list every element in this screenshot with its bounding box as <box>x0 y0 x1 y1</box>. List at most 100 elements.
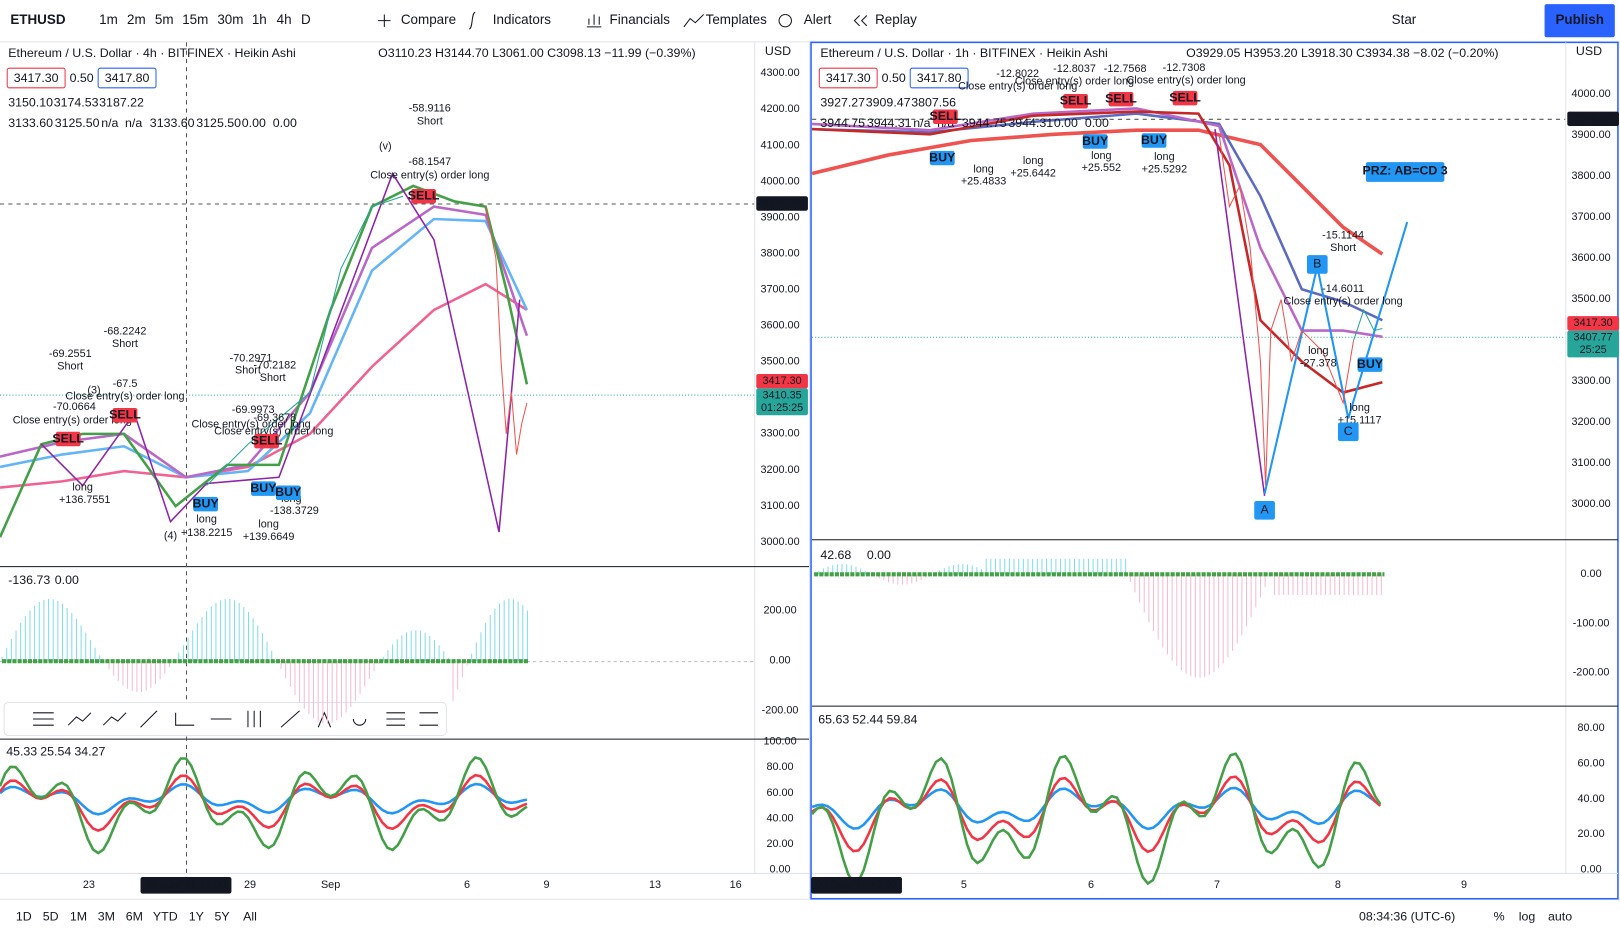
toolbar-icon <box>378 14 391 27</box>
price-tick: 3900.00 <box>1571 129 1610 141</box>
range-button: 1M <box>70 910 87 924</box>
indicator-value: n/a <box>125 116 142 130</box>
crosshair-time-bg <box>140 877 232 894</box>
interval: 5m <box>155 12 174 27</box>
pane-title: Ethereum / U.S. Dollar · 4h · BITFINEX ·… <box>8 46 295 60</box>
prz-label: PRZ: AB=CD 3 <box>1363 164 1448 178</box>
interval: 30m <box>217 12 243 27</box>
marker-bg <box>1172 90 1198 106</box>
rsi-line <box>811 786 1381 831</box>
currency-badge: USD <box>1576 44 1602 58</box>
rsi-tick: 80.00 <box>1578 722 1605 734</box>
interval: 15m <box>182 12 208 27</box>
countdown: 25:25 <box>1580 344 1607 356</box>
rsi-line <box>0 782 528 816</box>
price-tick: 3700.00 <box>760 284 799 296</box>
annotation: -68.1547 <box>408 156 451 168</box>
price-tick: 3300.00 <box>1571 375 1610 387</box>
time-label: 6 <box>1088 879 1094 891</box>
marker-bg <box>1063 94 1088 109</box>
indicator-value: n/a <box>101 116 118 130</box>
price-tick: 3300.00 <box>760 428 799 440</box>
marker-bg <box>932 109 958 124</box>
price-tick: 4300.00 <box>760 67 799 79</box>
rsi-value: 34.27 <box>74 744 105 758</box>
annotation: -70.2182 <box>253 360 296 372</box>
right-candles <box>1218 134 1383 486</box>
time-label: 16 <box>730 879 742 891</box>
price-tick: 3500.00 <box>760 356 799 368</box>
rsi-tick: 100.00 <box>763 736 796 748</box>
auto-toggle: auto <box>1548 910 1572 924</box>
price-label <box>756 373 808 389</box>
annotation: (3) <box>87 384 100 396</box>
marker-bg <box>55 431 81 447</box>
marker-bg <box>411 189 436 204</box>
rsi-value: 45.33 <box>6 744 37 758</box>
price-tick: 3800.00 <box>1571 170 1610 182</box>
price-value: 3417.30 <box>1574 317 1613 329</box>
annotation: long <box>1154 151 1174 163</box>
annotation: Close entry(s) order long <box>1015 75 1134 87</box>
indicator-value: 0.00 <box>1085 116 1109 130</box>
percent-toggle: % <box>1494 910 1505 924</box>
price-value: 3417.30 <box>763 375 802 387</box>
range-button: All <box>243 910 257 924</box>
annotation: Close entry(s) order long <box>370 169 489 181</box>
annotation: -14.6011 <box>1322 283 1364 295</box>
time-label: Sep <box>321 879 340 891</box>
ma-value: 3909.47 <box>866 96 911 110</box>
price-tick: 4100.00 <box>760 139 799 151</box>
last-line-value: 3940.92 <box>763 197 802 209</box>
indicator-value: 3125.50 <box>55 116 100 130</box>
range-button: 3M <box>98 910 115 924</box>
marker: BUY <box>1141 133 1168 147</box>
annotation: -67.5 <box>113 378 138 390</box>
marker-bg <box>1141 133 1167 148</box>
pattern-point: A <box>1260 503 1269 517</box>
annotation: long <box>1308 345 1328 357</box>
time-label: 5 <box>961 879 967 891</box>
rsi-tick: 0.00 <box>769 864 790 876</box>
ma-value: 3174.53 <box>54 96 99 110</box>
rsi-tick: 0.00 <box>1581 863 1602 875</box>
annotation: +139.6649 <box>243 531 295 543</box>
time-label: 6 <box>464 879 470 891</box>
active-pane-frame <box>810 41 1619 900</box>
toolbar-button: Indicators <box>493 12 551 27</box>
ma-value: 3807.56 <box>911 96 956 110</box>
publish-button: Publish <box>1555 12 1603 27</box>
left-candles <box>206 195 528 486</box>
spread: 0.50 <box>882 71 906 85</box>
rsi-line <box>811 752 1382 886</box>
annotation: Short <box>1330 242 1356 254</box>
close-label <box>1567 330 1619 358</box>
toolbar-icon <box>683 14 704 28</box>
marker: SELL <box>1105 91 1137 105</box>
price-tick: 3100.00 <box>760 500 799 512</box>
interval: 1h <box>252 12 267 27</box>
marker: BUY <box>1082 134 1109 148</box>
pattern-point-bg <box>1306 255 1328 274</box>
osc-value: 0.00 <box>55 573 79 587</box>
marker: BUY <box>275 485 302 499</box>
price-tick: 3600.00 <box>1571 252 1610 264</box>
marker: SELL <box>408 189 440 203</box>
price-tick: 3100.00 <box>1571 457 1610 469</box>
marker: SELL <box>52 431 84 445</box>
last-line-value: 3940.92 <box>1574 113 1613 125</box>
annotation: Short <box>235 365 261 377</box>
annotation: -69.3678 <box>253 412 296 424</box>
last-line-label <box>756 196 808 211</box>
annotation: long <box>973 163 993 175</box>
annotation: +25.6442 <box>1010 167 1055 179</box>
osc-value: 0.00 <box>867 548 891 562</box>
close-label <box>756 388 808 416</box>
marker-bg <box>112 408 138 423</box>
indicator-value: 3125.50 <box>196 116 241 130</box>
ma-value: 3927.27 <box>820 96 865 110</box>
clock: 08:34:36 (UTC-6) <box>1359 910 1455 924</box>
range-button: 5Y <box>215 910 230 924</box>
left-frame <box>0 42 809 874</box>
